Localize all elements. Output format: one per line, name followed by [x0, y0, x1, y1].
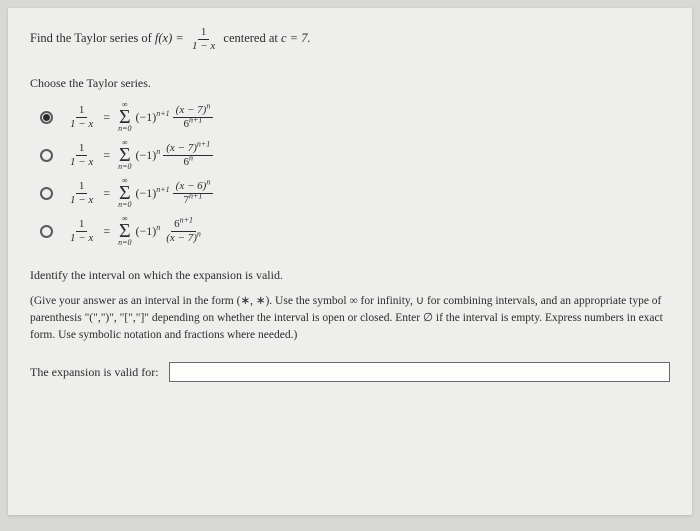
prompt-suffix: centered at	[223, 31, 281, 45]
option-4[interactable]: 1 1 − x = ∞ Σ n=0 (−1)n 6n+1 (x − 7)n	[40, 215, 670, 247]
answer-label: The expansion is valid for:	[30, 365, 159, 380]
options-group: 1 1 − x = ∞ Σ n=0 (−1)n+1 (x − 7)n 6n+1	[40, 101, 670, 247]
radio-2[interactable]	[40, 149, 53, 162]
option-1[interactable]: 1 1 − x = ∞ Σ n=0 (−1)n+1 (x − 7)n 6n+1	[40, 101, 670, 133]
frac-num: 1	[198, 26, 210, 40]
prompt-func: f(x) =	[155, 31, 184, 45]
formula-3: 1 1 − x = ∞ Σ n=0 (−1)n+1 (x − 6)n 7n+1	[65, 177, 215, 209]
identify-instruction: Identify the interval on which the expan…	[30, 267, 670, 284]
choose-heading: Choose the Taylor series.	[30, 76, 670, 91]
prompt-center: c = 7.	[281, 31, 311, 45]
formula-4: 1 1 − x = ∞ Σ n=0 (−1)n 6n+1 (x − 7)n	[65, 215, 206, 247]
sigma-icon: ∞ Σ n=0	[118, 215, 131, 247]
formula-2: 1 1 − x = ∞ Σ n=0 (−1)n (x − 7)n+1 6n	[65, 139, 215, 171]
answer-row: The expansion is valid for:	[30, 362, 670, 382]
prompt-fraction: 1 1 − x	[189, 26, 218, 52]
sigma-icon: ∞ Σ n=0	[118, 101, 131, 133]
radio-1[interactable]	[40, 111, 53, 124]
prompt-prefix: Find the Taylor series of	[30, 31, 155, 45]
question-page: Find the Taylor series of f(x) = 1 1 − x…	[8, 8, 692, 515]
formula-1: 1 1 − x = ∞ Σ n=0 (−1)n+1 (x − 7)n 6n+1	[65, 101, 215, 133]
frac-den: 1 − x	[189, 40, 218, 53]
sigma-icon: ∞ Σ n=0	[118, 139, 131, 171]
radio-4[interactable]	[40, 225, 53, 238]
format-note: (Give your answer as an interval in the …	[30, 293, 670, 345]
radio-3[interactable]	[40, 187, 53, 200]
prompt: Find the Taylor series of f(x) = 1 1 − x…	[30, 26, 670, 52]
option-2[interactable]: 1 1 − x = ∞ Σ n=0 (−1)n (x − 7)n+1 6n	[40, 139, 670, 171]
option-3[interactable]: 1 1 − x = ∞ Σ n=0 (−1)n+1 (x − 6)n 7n+1	[40, 177, 670, 209]
sigma-icon: ∞ Σ n=0	[118, 177, 131, 209]
answer-input[interactable]	[169, 362, 670, 382]
